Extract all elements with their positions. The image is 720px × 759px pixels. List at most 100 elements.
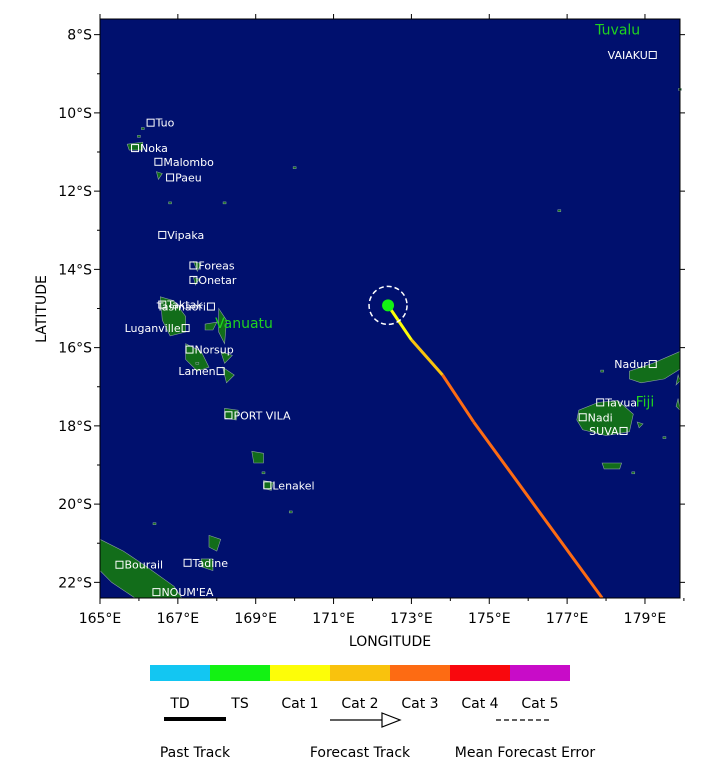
place-label: Paeu [175,171,202,184]
islet [600,369,604,373]
islet [631,471,636,475]
islet [137,135,141,138]
island [251,450,264,464]
category-color-bar [150,665,570,681]
storm-track [368,285,604,599]
island [675,373,681,386]
place-label: Luganville [125,322,181,335]
axis-ticks: 165°E 167°E 169°E 171°E 173°E 175°E 177°E 179°E… [58,14,685,627]
islet [152,522,157,525]
lat-tick-label: 10°S [58,106,92,122]
place-label: Vipaka [167,229,204,242]
place-marker [154,157,163,166]
island [155,171,163,181]
place-marker [206,302,215,311]
lon-tick-label: 171°E [312,611,355,627]
islet [141,127,145,130]
place-label: Lenakel [272,479,314,492]
island [204,321,218,331]
country-label: Fiji [636,394,655,410]
place-label: Noka [140,142,168,155]
place-marker [131,144,140,153]
island [636,421,644,429]
lat-tick-label: 20°S [58,497,92,513]
lat-tick-label: 12°S [58,184,92,200]
place-marker [181,324,190,333]
place-marker [185,345,194,354]
category-label: Cat 4 [461,696,498,712]
track-segment [472,421,604,599]
islet [557,209,562,212]
lat-tick-label: 16°S [58,341,92,357]
island [185,343,210,372]
place-marker [146,118,155,127]
place-marker [152,588,161,597]
place-marker [158,300,167,309]
lat-tick-label: 18°S [58,419,92,435]
island [220,351,233,364]
place-label: NOUM'EA [161,586,213,599]
island [601,462,623,470]
category-swatch [210,665,270,681]
place-marker [596,398,605,407]
x-axis-label: LONGITUDE [349,634,431,650]
place-marker [648,360,657,369]
country-labels: Tuvalu Vanuatu Fiji [215,23,654,411]
place-marker [216,367,225,376]
islet [195,362,200,365]
place-marker [183,558,192,567]
category-label: TS [230,696,249,712]
country-label: Tuvalu [594,23,640,39]
lon-tick-label: 173°E [390,611,433,627]
island [675,398,681,412]
islet [222,201,227,205]
place-label: Malombo [163,156,214,169]
category-labels: TD TS Cat 1 Cat 2 Cat 3 Cat 4 Cat 5 [169,696,558,712]
past-track-label: Past Track [160,745,231,759]
lon-tick-label: 165°E [79,611,122,627]
track-segment [441,374,475,423]
place-marker [224,411,233,420]
place-label: Bourail [124,559,163,572]
place-label: Nadi [588,411,613,424]
place-label: Foreas [198,259,234,272]
track-segment [386,304,413,341]
lat-tick-label: 14°S [58,262,92,278]
track-segment [410,338,444,377]
islet [662,436,667,439]
island [576,400,634,436]
country-label: Vanuatu [215,316,273,332]
place-label: SUVA [589,425,619,438]
category-label: TD [169,696,189,712]
legend: TD TS Cat 1 Cat 2 Cat 3 Cat 4 Cat 5 Past Track… [150,665,595,759]
category-label: Cat 5 [521,696,558,712]
place-marker [619,426,628,435]
place-label: Nadur [614,358,648,371]
mean-error-label: Mean Forecast Error [455,745,596,759]
category-label: Cat 1 [281,696,318,712]
place-label: VAIAKU [608,49,648,62]
forecast-track-arrow-icon [330,712,402,728]
category-swatch [330,665,390,681]
islet [261,471,266,475]
place-label: Tuo [155,117,175,130]
category-swatch [270,665,330,681]
category-label: Cat 2 [341,696,378,712]
islet [292,166,297,169]
islet [168,201,172,205]
category-swatch [390,665,450,681]
lon-tick-label: 179°E [624,611,667,627]
place-marker [578,413,587,422]
place-label: Norsup [195,344,234,357]
y-axis-label: LATITUDE [34,275,50,343]
category-swatch [150,665,210,681]
place-label: Tadine [192,557,229,570]
category-swatch [510,665,570,681]
lat-tick-label: 22°S [58,575,92,591]
lon-tick-label: 169°E [234,611,277,627]
place-marker [115,560,124,569]
place-marker [166,173,175,182]
island [200,558,214,572]
